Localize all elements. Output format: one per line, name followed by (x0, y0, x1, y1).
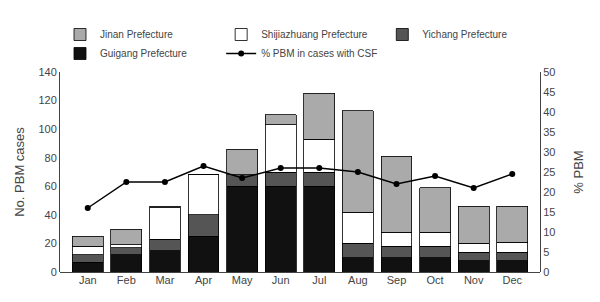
svg-text:10: 10 (543, 226, 555, 238)
svg-text:Apr: Apr (195, 274, 212, 286)
svg-text:140: 140 (38, 66, 56, 78)
svg-text:60: 60 (45, 180, 57, 192)
svg-text:40: 40 (45, 209, 57, 221)
svg-text:5: 5 (543, 246, 549, 258)
svg-text:Jinan Prefecture: Jinan Prefecture (100, 29, 173, 40)
svg-text:120: 120 (38, 94, 56, 106)
svg-text:35: 35 (543, 126, 555, 138)
svg-text:Nov: Nov (464, 274, 484, 286)
svg-text:No. PBM cases: No. PBM cases (12, 127, 27, 217)
svg-text:50: 50 (543, 66, 555, 78)
svg-text:Jun: Jun (272, 274, 290, 286)
svg-text:20: 20 (543, 186, 555, 198)
svg-text:Yichang Prefecture: Yichang Prefecture (422, 29, 507, 40)
svg-text:% PBM in cases with CSF: % PBM in cases with CSF (261, 48, 377, 59)
svg-text:Feb: Feb (117, 274, 136, 286)
svg-text:40: 40 (543, 106, 555, 118)
svg-text:100: 100 (38, 123, 56, 135)
svg-text:Jul: Jul (312, 274, 326, 286)
svg-text:Shijiazhuang Prefecture: Shijiazhuang Prefecture (261, 29, 368, 40)
svg-text:15: 15 (543, 206, 555, 218)
svg-text:Aug: Aug (348, 274, 368, 286)
svg-text:Mar: Mar (155, 274, 174, 286)
svg-text:May: May (232, 274, 253, 286)
svg-text:Guigang Prefecture: Guigang Prefecture (100, 48, 187, 59)
svg-text:20: 20 (45, 237, 57, 249)
svg-text:% PBM: % PBM (571, 150, 586, 193)
svg-text:Jan: Jan (79, 274, 97, 286)
svg-text:25: 25 (543, 166, 555, 178)
svg-text:45: 45 (543, 86, 555, 98)
svg-text:0: 0 (543, 266, 549, 278)
svg-text:80: 80 (45, 152, 57, 164)
svg-text:Dec: Dec (502, 274, 522, 286)
svg-text:Sep: Sep (387, 274, 407, 286)
svg-text:0: 0 (51, 266, 57, 278)
svg-text:30: 30 (543, 146, 555, 158)
svg-text:Oct: Oct (427, 274, 444, 286)
